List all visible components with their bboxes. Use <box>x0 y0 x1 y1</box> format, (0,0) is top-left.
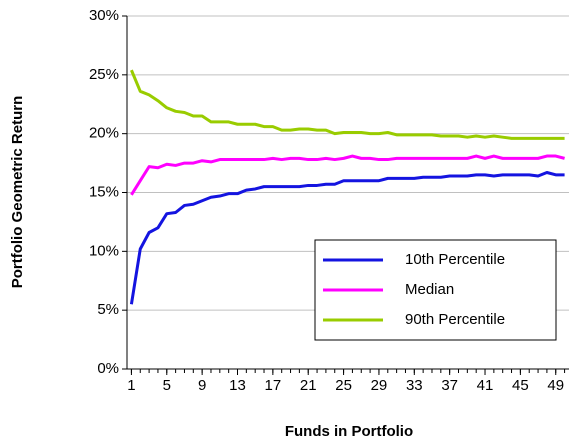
x-axis-title: Funds in Portfolio <box>285 423 413 440</box>
x-tick-label: 29 <box>371 377 388 394</box>
y-tick-label: 25% <box>89 66 119 83</box>
x-tick-label: 21 <box>300 377 317 394</box>
y-axis-title: Portfolio Geometric Return <box>9 96 26 289</box>
y-tick-label: 30% <box>89 7 119 24</box>
x-tick-label: 13 <box>229 377 246 394</box>
x-tick-label: 5 <box>163 377 171 394</box>
x-tick-label: 9 <box>198 377 206 394</box>
legend-label: 90th Percentile <box>405 311 505 328</box>
series-line <box>129 170 565 305</box>
x-tick-label: 41 <box>477 377 494 394</box>
y-tick-label: 20% <box>89 125 119 142</box>
series-line <box>130 69 565 140</box>
x-tick-label: 1 <box>127 377 135 394</box>
x-tick-label: 33 <box>406 377 423 394</box>
legend-label: Median <box>405 281 454 298</box>
legend: 10th Percentile Median 90th Percentile <box>314 239 557 341</box>
x-tick-label: 45 <box>512 377 529 394</box>
legend-label: 10th Percentile <box>405 251 505 268</box>
y-tick-label: 0% <box>97 360 119 377</box>
series-line <box>130 154 565 196</box>
x-tick-label: 17 <box>265 377 282 394</box>
y-tick-label: 10% <box>89 242 119 259</box>
y-tick-label: 5% <box>97 301 119 318</box>
y-tick-label: 15% <box>89 183 119 200</box>
x-tick-label: 25 <box>335 377 352 394</box>
x-tick-label: 49 <box>547 377 564 394</box>
x-tick-label: 37 <box>441 377 458 394</box>
